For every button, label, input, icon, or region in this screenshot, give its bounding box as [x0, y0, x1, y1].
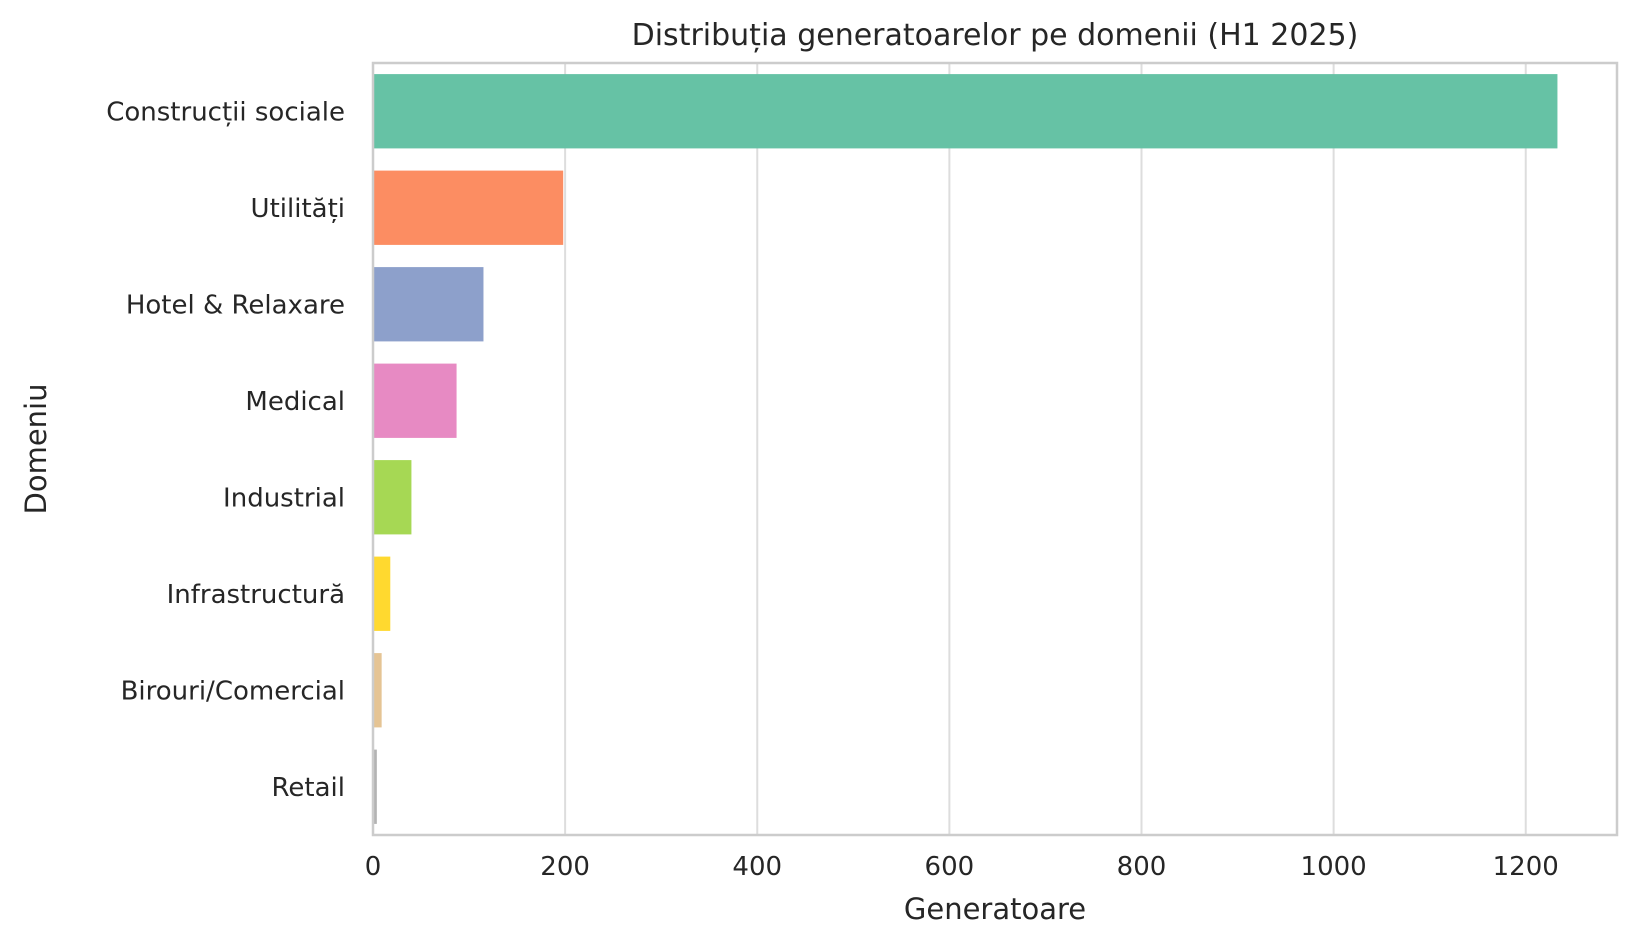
x-axis-label: Generatoare — [904, 892, 1086, 926]
y-tick-label: Medical — [245, 387, 345, 417]
x-tick-label: 600 — [925, 852, 975, 882]
y-axis-label: Domeniu — [19, 384, 53, 515]
y-tick-label: Industrial — [223, 483, 345, 513]
x-tick-labels: 0 200 400 600 800 1000 1200 — [365, 852, 1559, 882]
bar — [373, 363, 457, 438]
plot-frame — [371, 61, 1619, 837]
bars — [373, 74, 1558, 824]
y-tick-label: Hotel & Relaxare — [126, 290, 345, 320]
bar — [373, 74, 1558, 149]
y-tick-label: Infrastructură — [167, 580, 345, 610]
bar — [373, 267, 484, 342]
bar — [373, 170, 564, 245]
grid-lines — [564, 63, 1527, 835]
bar — [373, 556, 391, 631]
x-tick-label: 200 — [540, 852, 590, 882]
x-tick-label: 1200 — [1493, 852, 1559, 882]
y-tick-label: Birouri/Comercial — [121, 676, 345, 706]
bar — [373, 749, 377, 824]
bar — [373, 460, 412, 535]
chart-title: Distribuția generatoarelor pe domenii (H… — [632, 18, 1359, 53]
y-tick-labels: Construcții sociale Utilități Hotel & Rela… — [106, 97, 345, 803]
x-tick-label: 800 — [1117, 852, 1167, 882]
y-tick-label: Retail — [272, 773, 345, 803]
y-tick-label: Construcții sociale — [106, 97, 345, 127]
y-tick-label: Utilități — [251, 194, 345, 224]
bar — [373, 653, 382, 728]
x-tick-label: 0 — [365, 852, 382, 882]
x-tick-label: 1000 — [1301, 852, 1367, 882]
x-tick-label: 400 — [732, 852, 782, 882]
